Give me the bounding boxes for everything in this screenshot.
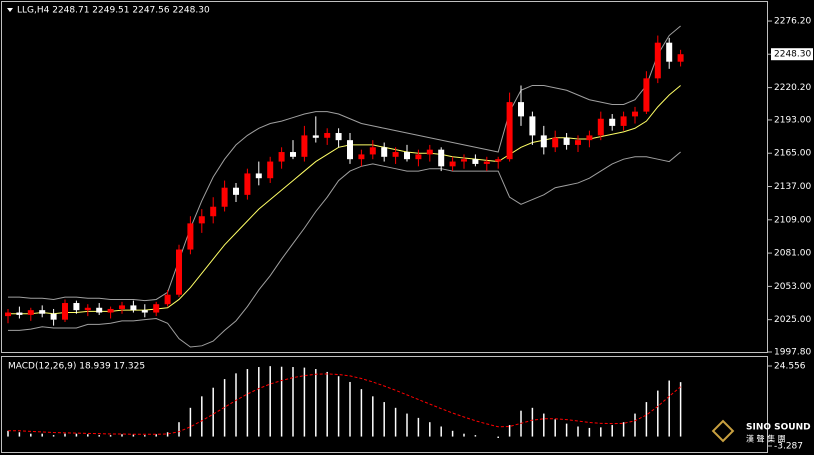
logo-chinese: 漢 聲 集 團 xyxy=(746,434,786,444)
candle-body xyxy=(381,147,388,157)
candle-body xyxy=(563,137,570,145)
logo-icon xyxy=(711,419,735,443)
candle-body xyxy=(654,42,661,79)
candle-body xyxy=(153,304,160,313)
candle-body xyxy=(586,135,593,141)
candle-body xyxy=(369,147,376,155)
candle-body xyxy=(495,159,502,162)
candle-body xyxy=(426,149,433,155)
candle-body xyxy=(187,223,194,250)
candle-body xyxy=(597,118,604,136)
indicator-line xyxy=(8,151,681,348)
candle-body xyxy=(483,161,490,164)
y-tick-label: 2276.20 xyxy=(774,17,811,27)
candle-body xyxy=(506,102,513,160)
candle-body xyxy=(210,206,217,217)
candle-body xyxy=(529,116,536,136)
candle-body xyxy=(552,137,559,148)
candle-body xyxy=(164,294,171,305)
candle-body xyxy=(347,140,353,160)
candle-body xyxy=(438,149,445,167)
candle-body xyxy=(312,135,319,138)
candle-body xyxy=(290,152,296,157)
y-tick-label: 2193.00 xyxy=(774,115,811,125)
candle-body xyxy=(221,187,228,207)
logo-name: SINO SOUND xyxy=(746,423,811,433)
y-tick-label: 2220.20 xyxy=(774,83,811,93)
candle-body xyxy=(96,307,103,313)
candle-body xyxy=(62,303,68,320)
candle-body xyxy=(244,173,251,195)
price-panel-border xyxy=(1,1,768,353)
candle-body xyxy=(73,303,80,311)
candle-body xyxy=(677,54,684,62)
y-tick-label: 1997.80 xyxy=(774,348,811,358)
candle-body xyxy=(130,305,137,311)
candle-body xyxy=(16,312,23,315)
candle-body xyxy=(50,313,57,320)
y-tick-label: 2109.00 xyxy=(774,215,811,225)
candle-body xyxy=(267,161,274,179)
candle-body xyxy=(233,187,239,195)
candle-body xyxy=(255,173,262,179)
candle-body xyxy=(392,152,399,157)
y-tick-label: 2053.00 xyxy=(774,282,811,292)
candle-body xyxy=(518,102,524,117)
candle-body xyxy=(324,133,331,138)
candle-body xyxy=(358,154,365,160)
logo: SINO SOUND 漢 聲 集 團 xyxy=(711,419,811,444)
y-tick-label: 2081.00 xyxy=(774,249,811,259)
candle-body xyxy=(335,133,342,141)
candle-body xyxy=(301,135,308,157)
macd-panel-border xyxy=(1,356,768,453)
macd-title: MACD(12,26,9) 18.939 17.325 xyxy=(8,362,145,372)
menu-arrow xyxy=(7,8,13,12)
candle-body xyxy=(575,140,581,145)
y-tick-label: 2165.00 xyxy=(774,149,811,159)
y-tick-label: -3.287 xyxy=(774,442,803,452)
y-tick-label: 24.556 xyxy=(774,362,806,372)
candle-body xyxy=(666,42,673,62)
last-price-label: 2248.30 xyxy=(774,50,811,60)
indicator-line xyxy=(8,25,681,302)
candle-body xyxy=(415,154,422,160)
candle-body xyxy=(643,78,650,112)
y-tick-label: 2137.00 xyxy=(774,182,811,192)
y-tick-label: 2025.00 xyxy=(774,315,811,325)
candle-body xyxy=(107,308,114,313)
candle-body xyxy=(278,152,285,162)
signal-line xyxy=(8,373,681,435)
candle-body xyxy=(609,118,616,126)
last-price-box xyxy=(771,48,813,61)
candle-body xyxy=(472,159,479,164)
candle-body xyxy=(198,216,205,224)
candle-body xyxy=(39,310,46,314)
candle-body xyxy=(540,135,547,148)
candle-body xyxy=(404,152,410,160)
candle-body xyxy=(84,307,91,311)
candle-body xyxy=(449,161,456,167)
candle-body xyxy=(632,111,638,117)
candle-body xyxy=(27,310,34,315)
candle-body xyxy=(461,159,467,162)
candle-body xyxy=(5,312,11,317)
candle-body xyxy=(119,305,125,309)
candle-body xyxy=(141,310,148,313)
candle-body xyxy=(176,249,182,295)
chart-title: LLG,H4 2248.71 2249.51 2247.56 2248.30 xyxy=(17,6,210,16)
candle-body xyxy=(620,116,627,126)
